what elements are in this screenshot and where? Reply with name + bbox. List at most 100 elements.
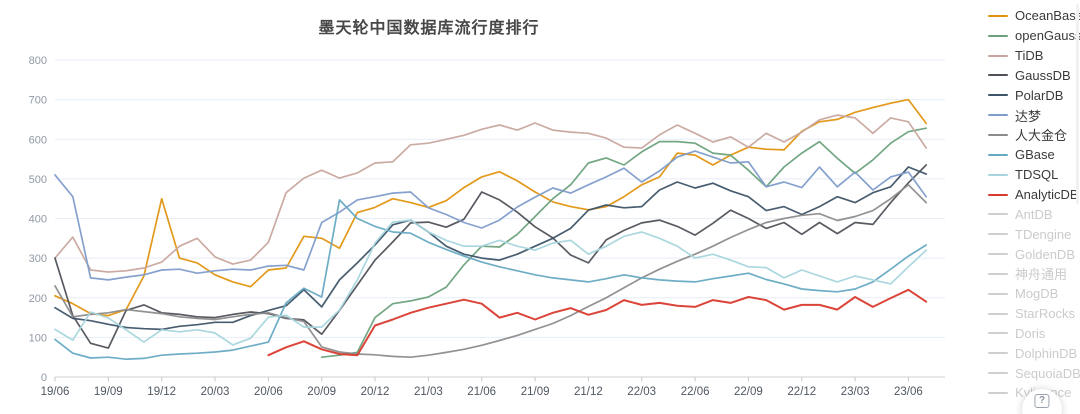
- legend-label: GoldenDB: [1015, 246, 1075, 262]
- legend-label: MogDB: [1015, 286, 1059, 302]
- y-tick-label: 200: [29, 293, 47, 305]
- x-tick-label: 20/03: [201, 386, 230, 398]
- series-line-TiDB: [54, 114, 928, 273]
- legend-item-AnalyticDB[interactable]: AnalyticDB: [988, 185, 1080, 205]
- legend-swatch: [988, 272, 1008, 275]
- legend-label: TDSQL: [1015, 167, 1059, 183]
- legend-swatch: [988, 233, 1008, 236]
- legend-label: Doris: [1015, 325, 1046, 341]
- legend-swatch: [988, 34, 1008, 37]
- x-tick-label: 21/12: [574, 386, 603, 398]
- series-line-GaussDB: [54, 164, 928, 349]
- x-tick-label: 20/09: [307, 386, 336, 398]
- series-line-openGauss: [320, 127, 928, 359]
- x-tick-label: 19/12: [147, 386, 176, 398]
- chart-title: 墨天轮中国数据库流行度排行: [318, 20, 540, 37]
- legend-item-StarRocks[interactable]: StarRocks: [988, 304, 1080, 324]
- legend-label: PolarDB: [1015, 87, 1064, 103]
- series-line-达梦: [54, 150, 928, 281]
- legend-swatch: [988, 133, 1008, 136]
- y-tick-label: 300: [29, 253, 47, 265]
- x-tick-label: 21/09: [521, 386, 550, 398]
- legend-label: TiDB: [1015, 48, 1044, 64]
- legend-item-Doris[interactable]: Doris: [988, 324, 1080, 344]
- legend-label: StarRocks: [1015, 306, 1075, 322]
- legend-swatch: [988, 153, 1008, 156]
- legend-swatch: [988, 14, 1008, 17]
- legend-item-PolarDB[interactable]: PolarDB: [988, 85, 1080, 105]
- legend-label: 神舟通用: [1015, 267, 1068, 283]
- x-tick-label: 23/03: [841, 386, 870, 398]
- x-tick-label: 22/06: [681, 386, 710, 398]
- y-tick-label: 800: [29, 55, 47, 67]
- x-tick-label: 20/06: [254, 386, 283, 398]
- legend-item-AntDB[interactable]: AntDB: [988, 204, 1080, 224]
- legend-label: AntDB: [1015, 206, 1053, 222]
- legend-swatch: [988, 391, 1008, 394]
- help-button[interactable]: ?: [1022, 389, 1062, 414]
- legend-swatch: [988, 253, 1008, 256]
- legend-swatch: [988, 54, 1008, 57]
- line-chart-canvas[interactable]: 0 100 200 300 400 500 600 700 800 19/06 19/09 19/12…: [0, 0, 960, 414]
- series-line-GBase: [54, 199, 928, 361]
- legend-item-TDengine[interactable]: TDengine: [988, 224, 1080, 244]
- legend-item-SequoiaDB[interactable]: SequoiaDB: [988, 363, 1080, 383]
- legend-label: GaussDB: [1015, 67, 1071, 83]
- legend-swatch: [988, 74, 1008, 77]
- legend-label: 人大金仓: [1015, 128, 1068, 144]
- legend-swatch: [988, 114, 1008, 117]
- legend-label: openGauss: [1015, 28, 1080, 44]
- legend-item-GoldenDB[interactable]: GoldenDB: [988, 244, 1080, 264]
- y-tick-label: 600: [29, 134, 47, 146]
- legend-item-OceanBase[interactable]: OceanBase: [988, 6, 1080, 26]
- y-tick-label: 700: [29, 95, 47, 107]
- legend-item-人大金仓[interactable]: 人大金仓: [988, 125, 1080, 145]
- x-tick-label: 22/09: [734, 386, 763, 398]
- x-tick-label: 19/09: [94, 386, 123, 398]
- series-line-TDSQL: [54, 219, 928, 346]
- x-tick-label: 21/06: [467, 386, 496, 398]
- x-tick-label: 22/03: [627, 386, 656, 398]
- legend-swatch: [988, 173, 1008, 176]
- chart-legend: OceanBase openGauss TiDB GaussDB PolarDB 达梦人大…: [988, 6, 1080, 403]
- legend-swatch: [988, 332, 1008, 335]
- legend-label: AnalyticDB: [1015, 187, 1079, 203]
- legend-label: 达梦: [1015, 108, 1042, 124]
- legend-swatch: [988, 193, 1008, 196]
- x-tick-label: 21/03: [414, 386, 443, 398]
- legend-label: GBase: [1015, 147, 1055, 163]
- legend-item-TDSQL[interactable]: TDSQL: [988, 165, 1080, 185]
- question-mark-icon: ?: [1034, 394, 1050, 408]
- x-tick-label: 23/06: [894, 386, 923, 398]
- series-line-PolarDB: [54, 166, 928, 331]
- legend-label: OceanBase: [1015, 8, 1080, 24]
- legend-swatch: [988, 292, 1008, 295]
- x-tick-label: 19/06: [41, 386, 70, 398]
- y-tick-label: 500: [29, 174, 47, 186]
- legend-item-DolphinDB[interactable]: DolphinDB: [988, 343, 1080, 363]
- legend-item-达梦[interactable]: 达梦: [988, 105, 1080, 125]
- legend-item-MogDB[interactable]: MogDB: [988, 284, 1080, 304]
- y-tick-label: 0: [41, 372, 47, 384]
- x-tick-label: 20/12: [361, 386, 390, 398]
- legend-item-GBase[interactable]: GBase: [988, 145, 1080, 165]
- legend-item-GaussDB[interactable]: GaussDB: [988, 66, 1080, 86]
- legend-swatch: [988, 312, 1008, 315]
- y-tick-label: 400: [29, 214, 47, 226]
- legend-swatch: [988, 213, 1008, 216]
- series-line-AnalyticDB: [267, 288, 928, 357]
- legend-swatch: [988, 372, 1008, 375]
- series-line-OceanBase: [54, 98, 928, 317]
- legend-item-TiDB[interactable]: TiDB: [988, 46, 1080, 66]
- legend-label: DolphinDB: [1015, 345, 1078, 361]
- legend-label: SequoiaDB: [1015, 365, 1080, 381]
- legend-item-openGauss[interactable]: openGauss: [988, 26, 1080, 46]
- legend-swatch: [988, 94, 1008, 97]
- legend-item-神舟通用[interactable]: 神舟通用: [988, 264, 1080, 284]
- legend-scrollbar[interactable]: [1076, 4, 1079, 204]
- y-tick-label: 100: [29, 332, 47, 344]
- series-line-人大金仓: [54, 183, 928, 359]
- legend-swatch: [988, 352, 1008, 355]
- x-tick-label: 22/12: [787, 386, 816, 398]
